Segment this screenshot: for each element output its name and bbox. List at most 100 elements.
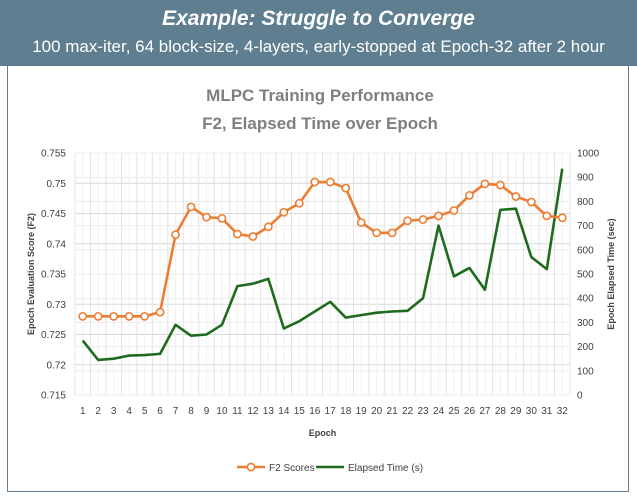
x-tick-label: 21 <box>387 406 399 417</box>
x-tick-label: 27 <box>479 406 491 417</box>
f2-point <box>294 198 304 208</box>
x-tick-label: 32 <box>557 406 569 417</box>
x-tick-label: 8 <box>188 406 194 417</box>
y-left-tick-label: 0.715 <box>41 391 66 402</box>
banner-subtitle: 100 max-iter, 64 block-size, 4-layers, e… <box>32 37 605 56</box>
x-tick-label: 13 <box>263 406 275 417</box>
x-tick-label: 2 <box>95 406 101 417</box>
x-tick-label: 25 <box>448 406 460 417</box>
x-tick-label: 17 <box>325 406 337 417</box>
x-tick-label: 16 <box>309 406 321 417</box>
y-left-tick-label: 0.735 <box>41 270 66 281</box>
y-left-tick-label: 0.755 <box>41 149 66 160</box>
x-tick-label: 23 <box>417 406 429 417</box>
x-tick-label: 14 <box>278 406 290 417</box>
y-left-tick-label: 0.75 <box>47 179 67 190</box>
y-left-tick-label: 0.72 <box>47 360 67 371</box>
y-left-tick-label: 0.73 <box>47 300 67 311</box>
f2-point <box>124 311 134 321</box>
y-right-tick-label: 500 <box>577 270 594 281</box>
f2-point <box>155 307 165 317</box>
f2-point <box>356 218 366 227</box>
f2-point <box>372 228 382 238</box>
y-right-tick-label: 400 <box>577 294 594 305</box>
legend-f2-swatch-marker <box>246 462 256 472</box>
y-right-tick-label: 100 <box>577 366 594 377</box>
x-tick-label: 29 <box>510 406 522 417</box>
x-tick-label: 22 <box>402 406 414 417</box>
legend-f2-label: F2 Scores <box>269 463 315 474</box>
grid <box>74 152 571 396</box>
f2-point <box>418 215 428 224</box>
f2-point <box>310 177 320 187</box>
x-tick-label: 12 <box>247 406 259 417</box>
f2-point <box>202 212 211 222</box>
chart-title-line-2: F2, Elapsed Time over Epoch <box>202 114 438 133</box>
x-tick-label: 5 <box>142 406 148 417</box>
x-tick-label: 18 <box>340 406 352 417</box>
y-left-tick-label: 0.745 <box>41 209 66 220</box>
f2-point <box>217 213 227 223</box>
f2-point <box>341 183 351 193</box>
x-tick-label: 7 <box>173 406 179 417</box>
elapsed-time-line <box>81 168 564 362</box>
x-axis-label: Epoch <box>309 428 337 438</box>
x-tick-label: 31 <box>541 406 553 417</box>
x-tick-label: 15 <box>294 406 306 417</box>
x-tick-label: 10 <box>216 406 228 417</box>
y-left-axis-label: Epoch Evaluation Score (F2) <box>26 213 36 335</box>
f2-point <box>93 311 103 321</box>
f2-point <box>434 211 443 221</box>
y-left-tick-label: 0.74 <box>47 239 67 250</box>
y-right-tick-label: 1000 <box>577 149 600 160</box>
f2-point <box>465 190 474 200</box>
f2-point <box>248 232 258 241</box>
y-left-tick-label: 0.725 <box>41 330 66 341</box>
x-tick-label: 9 <box>204 406 210 417</box>
f2-point <box>449 206 459 215</box>
y-right-tick-label: 300 <box>577 318 594 329</box>
y-right-tick-labels: 0 100 200 300 400 500 600 700 800 900 1000 <box>577 149 600 402</box>
f2-point <box>557 213 567 223</box>
chart-title-line-1: MLPC Training Performance <box>206 86 434 105</box>
y-right-tick-label: 800 <box>577 197 594 208</box>
series-elapsed-time <box>81 168 564 362</box>
f2-point <box>495 180 505 190</box>
f2-point <box>263 222 273 232</box>
x-tick-label: 6 <box>157 406 163 417</box>
y-left-tick-labels: 0.715 0.72 0.725 0.73 0.735 0.74 0.745 0.75 0.75… <box>41 149 66 402</box>
x-tick-label: 26 <box>464 406 476 417</box>
f2-point <box>186 202 196 212</box>
x-tick-label: 19 <box>356 406 368 417</box>
x-tick-label: 28 <box>495 406 507 417</box>
x-tick-label: 4 <box>126 406 132 417</box>
y-right-tick-label: 600 <box>577 245 594 256</box>
x-tick-label: 24 <box>433 406 445 417</box>
x-tick-label: 20 <box>371 406 383 417</box>
series-f2-scores <box>78 177 567 321</box>
banner-title: Example: Struggle to Converge <box>162 7 475 30</box>
y-right-tick-label: 0 <box>577 391 583 402</box>
x-tick-label: 30 <box>526 406 538 417</box>
f2-point <box>109 311 119 321</box>
legend: F2 Scores Elapsed Time (s) <box>237 462 423 474</box>
f2-point <box>480 179 490 189</box>
y-right-tick-label: 900 <box>577 173 594 184</box>
f2-point <box>78 311 88 321</box>
f2-point <box>279 207 289 217</box>
y-right-tick-label: 200 <box>577 342 594 353</box>
x-tick-label: 11 <box>232 406 243 417</box>
x-tick-labels: 1 2 3 4 5 6 7 8 9 10 11 12 13 14 15 16 17 18 19 20 21 22 23 24 2… <box>80 406 568 417</box>
legend-time-label: Elapsed Time (s) <box>348 463 423 474</box>
title-banner: Example: Struggle to Converge 100 max-it… <box>0 0 637 66</box>
y-right-axis-label: Epoch Elapsed Time (sec) <box>606 218 616 329</box>
f2-point <box>171 230 180 240</box>
f2-point <box>403 216 412 226</box>
f2-point <box>140 311 150 321</box>
y-right-tick-label: 700 <box>577 221 594 232</box>
f2-point <box>511 192 521 201</box>
x-tick-label: 1 <box>80 406 86 417</box>
f2-point <box>233 229 242 239</box>
f2-point <box>387 228 397 238</box>
